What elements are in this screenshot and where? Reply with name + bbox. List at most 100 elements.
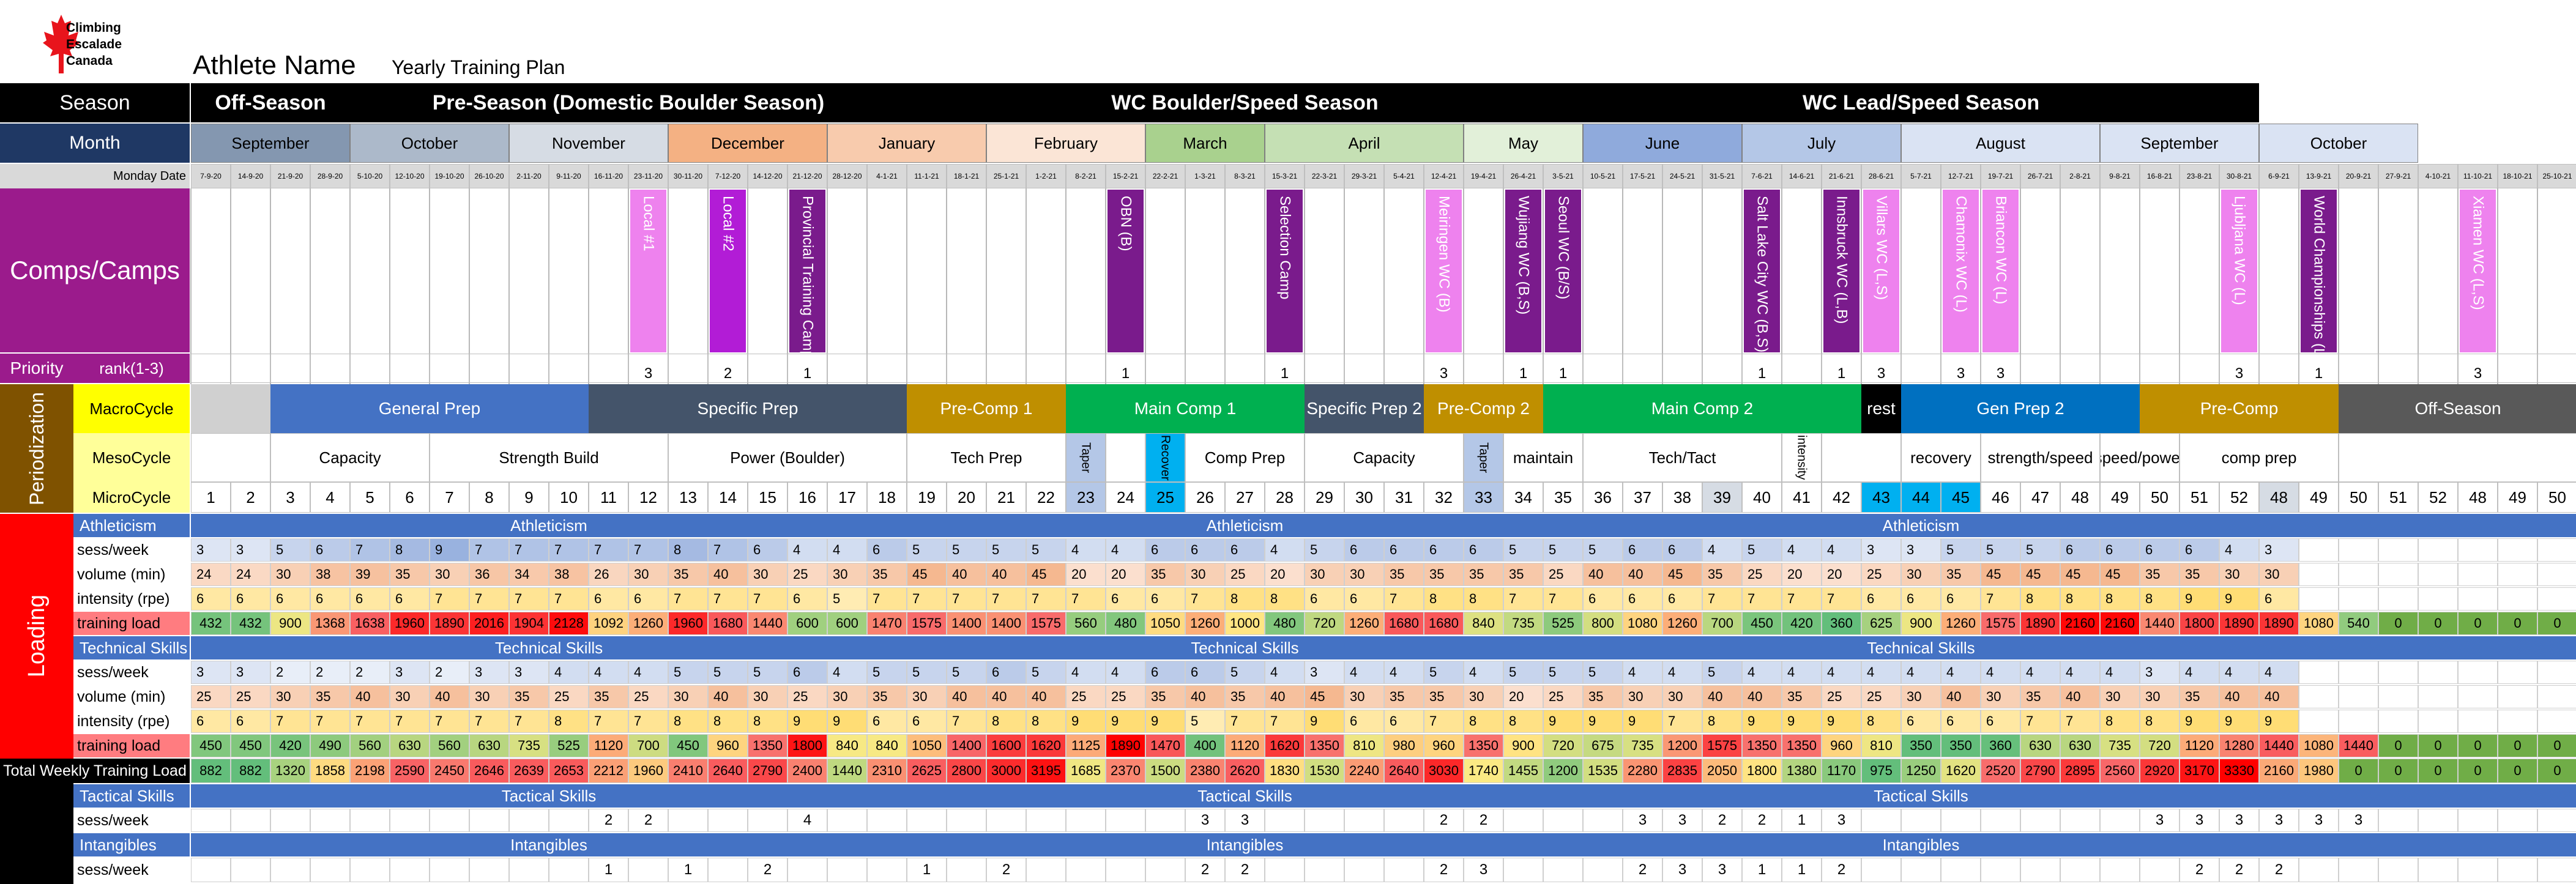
athleticism-volume-cell: 35 [1503,563,1543,586]
technical-volume-cell: 25 [1861,685,1901,708]
athleticism-intensity-cell [2418,587,2458,611]
athleticism-load-cell: 1368 [310,612,350,635]
athleticism-intensity-cell: 6 [2259,587,2299,611]
athleticism-load-cell: 0 [2498,612,2537,635]
grid-line [866,188,868,384]
monday-date-19: 11-1-21 [907,164,947,188]
priority-cell: 3 [2458,354,2498,383]
grid-line [2219,188,2220,384]
athleticism-intensity-cell [2378,587,2418,611]
athleticism-volume-cell: 35 [1424,563,1464,586]
athleticism-load-cell: 0 [2418,612,2458,635]
meso-8: Comp Prep [1185,433,1305,482]
technical-intensity-cell: 7 [589,710,628,733]
microcycle-35: 35 [1543,482,1583,513]
intangibles-sess-cell [310,858,350,882]
grid-line [469,188,470,384]
athleticism-load-cell: 900 [1901,612,1941,635]
priority-cell [1702,354,1742,383]
technical-sess-cell: 5 [1026,661,1066,684]
technical-sess-cell: 4 [827,661,867,684]
athleticism-load-cell: 700 [1702,612,1742,635]
technical-sess-cell: 6 [1145,661,1185,684]
total-load-cell: 0 [2537,759,2576,783]
technical-sess-cell: 4 [549,661,589,684]
athleticism-intensity-cell: 8 [1424,587,1464,611]
athleticism-sess-cell: 4 [1822,538,1861,562]
technical-intensity-cell: 6 [191,710,231,733]
technical-volume-cell: 30 [1344,685,1384,708]
comp-1: Local #2 [710,190,746,352]
technical-load-cell: 1350 [1742,734,1782,757]
technical-sess-cell [2339,661,2378,684]
technical-intensity-cell: 8 [2100,710,2140,733]
intangibles-sess-cell [2498,858,2537,882]
microcycle-22: 22 [1026,482,1066,513]
athleticism-sess-cell: 5 [1742,538,1782,562]
athleticism-load-cell: 1260 [628,612,668,635]
grid-line [1383,188,1385,384]
microcycle-46: 46 [1981,482,2020,513]
athleticism-load-cell: 1960 [668,612,708,635]
comp-0: Local #1 [630,190,666,352]
athleticism-volume-cell: 35 [1702,563,1742,586]
technical-volume-cell: 25 [1543,685,1583,708]
technical-sess-cell [2498,661,2537,684]
macro-9: Gen Prep 2 [1901,384,2140,433]
month-5: February [986,124,1145,163]
technical-sess-cell: 3 [191,661,231,684]
athleticism-intensity-cell: 6 [1623,587,1662,611]
priority-cell [867,354,907,383]
technical-load-cell: 840 [827,734,867,757]
microcycle-2: 2 [231,482,270,513]
microcycle-1: 1 [191,482,231,513]
athleticism-section-label: Athleticism [73,514,190,537]
tactical-sess-cell [1145,809,1185,832]
priority-cell [270,354,310,383]
priority-cell [469,354,509,383]
technical-volume-cell: 30 [270,685,310,708]
technical-sess-cell: 4 [2020,661,2060,684]
technical-load-cell: 810 [1344,734,1384,757]
comp-8: Salt Lake City WC (B,S) [1744,190,1780,352]
total-load-cell: 2212 [589,759,628,783]
priority-cell [947,354,986,383]
athleticism-intensity-cell: 6 [1861,587,1901,611]
monday-date-54: 13-9-21 [2299,164,2339,188]
grid-line [2060,188,2061,384]
intangibles-sess-cell: 2 [1225,858,1265,882]
grid-line [2418,188,2419,384]
microcycle-30: 30 [1344,482,1384,513]
priority-cell [589,354,628,383]
priority-cell [2060,354,2100,383]
intangibles-sess-cell [2140,858,2180,882]
tactical-sess-cell [1106,809,1145,832]
technical-intensity-cell: 7 [310,710,350,733]
athleticism-load-cell: 0 [2458,612,2498,635]
tactical-sess-cell [2418,809,2458,832]
athleticism-section-bar [191,514,2576,537]
technical-intensity-cell: 9 [1106,710,1145,733]
grid-line [1145,188,1146,384]
athleticism-load-cell: 1260 [1185,612,1225,635]
intangibles-sess-cell [2339,858,2378,882]
grid-line [747,188,748,384]
monday-date-6: 12-10-20 [390,164,430,188]
technical-load-cell: 1800 [787,734,827,757]
athleticism-load-cell: 600 [787,612,827,635]
athleticism-intensity-cell: 6 [1305,587,1344,611]
comp-2: Provincial Training Camp [789,190,825,352]
athleticism-sess-cell: 5 [986,538,1026,562]
grid-line [1582,188,1584,384]
athleticism-sess-cell: 4 [1265,538,1305,562]
priority-cell: 1 [1822,354,1861,383]
technical-volume-cell: 40 [2219,685,2259,708]
microcycle-28: 28 [1265,482,1305,513]
technical-load-cell: 1470 [1145,734,1185,757]
athleticism-intensity-cell: 7 [708,587,748,611]
microcycle-58: 48 [2458,482,2498,513]
comp-11: Chamonix WC (L) [1943,190,1979,352]
technical-sess-cell: 6 [986,661,1026,684]
technical-volume-cell: 40 [1941,685,1981,708]
technical-intensity-cell: 6 [867,710,907,733]
